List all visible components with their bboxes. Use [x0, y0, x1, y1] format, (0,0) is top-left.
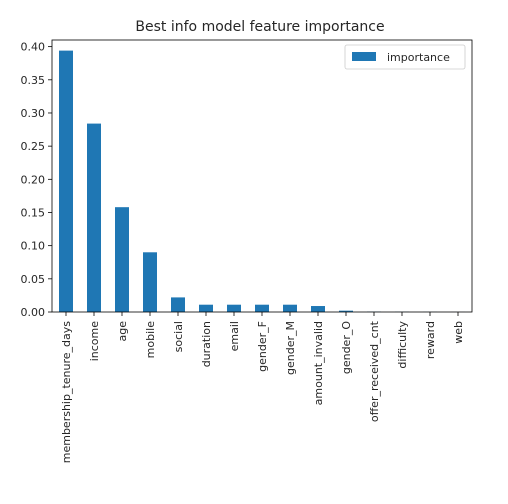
- bar-duration: [199, 305, 213, 312]
- bar-membership_tenure_days: [59, 51, 73, 312]
- x-tick-label: reward: [424, 321, 437, 359]
- x-tick-label: membership_tenure_days: [60, 321, 73, 464]
- y-tick-label: 0.40: [21, 41, 46, 54]
- y-tick-label: 0.10: [21, 240, 46, 253]
- x-tick-label: income: [88, 321, 101, 362]
- legend-label: importance: [387, 51, 450, 64]
- x-tick-label: gender_F: [256, 321, 269, 372]
- x-axis: membership_tenure_days income age mobile soc…: [60, 312, 465, 463]
- y-axis: 0.00 0.05 0.10 0.15 0.20 0.25 0.30 0.35 0.40: [21, 41, 53, 319]
- bar-amount_invalid: [311, 306, 325, 312]
- x-tick-label: social: [172, 321, 185, 352]
- x-tick-label: mobile: [144, 321, 157, 359]
- bar-income: [87, 124, 101, 312]
- x-tick-label: gender_M: [284, 321, 297, 375]
- y-tick-label: 0.00: [21, 306, 46, 319]
- x-tick-label: offer_received_cnt: [368, 320, 381, 422]
- x-tick-label: web: [452, 321, 465, 344]
- legend-swatch: [352, 52, 376, 61]
- y-tick-label: 0.05: [21, 273, 46, 286]
- bar-mobile: [143, 252, 157, 312]
- bar-social: [171, 297, 185, 312]
- bar-gender_F: [255, 305, 269, 312]
- y-tick-label: 0.20: [21, 173, 46, 186]
- x-tick-label: age: [116, 321, 129, 342]
- x-tick-label: gender_O: [340, 321, 353, 374]
- bar-gender_M: [283, 305, 297, 312]
- x-tick-label: difficulty: [396, 321, 409, 369]
- bar-age: [115, 207, 129, 312]
- legend: importance: [345, 45, 465, 69]
- y-tick-label: 0.30: [21, 107, 46, 120]
- y-tick-label: 0.25: [21, 140, 46, 153]
- y-tick-label: 0.35: [21, 74, 46, 87]
- x-tick-label: amount_invalid: [312, 321, 325, 405]
- bars-group: [59, 51, 465, 312]
- bar-email: [227, 305, 241, 312]
- y-tick-label: 0.15: [21, 206, 46, 219]
- chart-title: Best info model feature importance: [135, 19, 384, 35]
- x-tick-label: duration: [200, 321, 213, 367]
- x-tick-label: email: [228, 321, 241, 351]
